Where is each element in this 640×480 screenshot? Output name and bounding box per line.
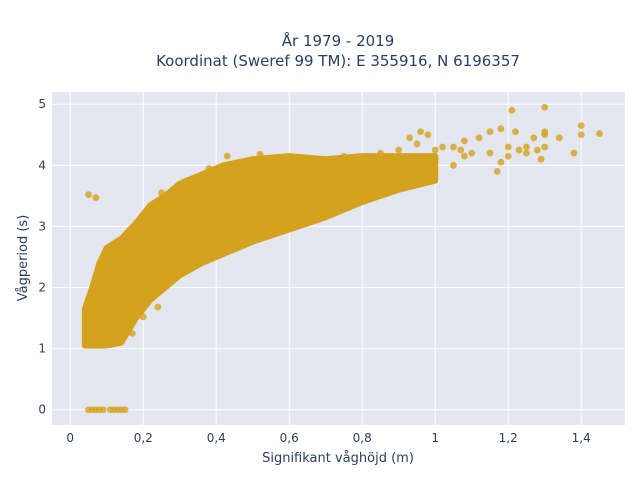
x-tick-label: 0,8: [353, 431, 372, 445]
scatter-point: [468, 149, 476, 157]
scatter-point: [515, 146, 523, 154]
x-tick-label: 0,2: [134, 431, 153, 445]
scatter-point: [114, 322, 122, 329]
scatter-point: [424, 131, 432, 139]
scatter-point: [223, 152, 231, 160]
y-tick-label: 5: [38, 97, 46, 111]
scatter-point: [431, 146, 439, 154]
y-tick-label: 1: [38, 342, 46, 356]
scatter-point: [530, 134, 538, 142]
x-tick-label: 0,6: [280, 431, 299, 445]
scatter-point: [154, 303, 162, 311]
data-points: [81, 103, 603, 414]
y-axis-title: Vågperiod (s): [16, 215, 31, 302]
scatter-point: [457, 146, 465, 154]
scatter-point: [461, 152, 468, 160]
scatter-point: [486, 149, 494, 157]
scatter-point: [128, 329, 136, 337]
scatter-point: [577, 131, 585, 139]
scatter-point: [508, 106, 516, 114]
scatter-point: [541, 103, 549, 111]
scatter-point: [523, 149, 530, 157]
x-tick-label: 1,4: [572, 431, 591, 445]
scatter-point: [475, 134, 483, 142]
scatter-point: [125, 323, 133, 331]
scatter-point: [534, 146, 541, 154]
scatter-point: [541, 128, 549, 136]
scatter-point: [417, 128, 425, 136]
scatter-point: [121, 406, 129, 414]
scatter-point: [439, 143, 446, 151]
scatter-point: [85, 191, 92, 199]
scatter-point: [555, 134, 563, 142]
chart-title-line-1: År 1979 - 2019: [282, 31, 395, 50]
x-tick-label: 1: [431, 431, 439, 445]
scatter-point: [497, 125, 505, 133]
scatter-point: [431, 155, 439, 163]
x-axis-title: Signifikant våghöjd (m): [262, 451, 414, 466]
scatter-point: [504, 152, 512, 160]
y-tick-label: 4: [38, 158, 46, 172]
scatter-point: [596, 130, 603, 137]
y-axis-ticks: 0 1 2 3 4 5: [38, 97, 46, 417]
scatter-point: [158, 189, 165, 197]
scatter-point: [450, 143, 457, 151]
scatter-point: [406, 134, 414, 142]
scatter-point: [577, 122, 585, 130]
scatter-point: [395, 146, 403, 154]
chart-title-line-2: Koordinat (Sweref 99 TM): E 355916, N 61…: [156, 52, 520, 70]
x-tick-label: 0: [66, 431, 74, 445]
scatter-point: [450, 161, 457, 169]
scatter-point: [537, 155, 545, 163]
scatter-point: [512, 128, 519, 136]
scatter-point: [486, 128, 494, 136]
scatter-point: [413, 140, 421, 148]
scatter-point: [256, 150, 264, 158]
x-tick-label: 0,4: [207, 431, 226, 445]
y-tick-label: 3: [38, 219, 46, 233]
scatter-point: [278, 158, 286, 166]
y-tick-label: 2: [38, 281, 46, 295]
x-tick-label: 1,2: [499, 431, 518, 445]
scatter-point: [183, 177, 191, 184]
scatter-point: [541, 143, 549, 151]
y-tick-label: 0: [38, 403, 46, 417]
scatter-point: [570, 149, 578, 157]
scatter-point: [523, 143, 530, 151]
scatter-point: [504, 143, 512, 151]
scatter-point: [497, 158, 505, 166]
scatter-point: [461, 137, 468, 145]
x-axis-ticks: 0 0,2 0,4 0,6 0,8 1 1,2 1,4: [66, 431, 590, 445]
scatter-point: [340, 152, 348, 160]
scatter-point: [267, 154, 275, 162]
scatter-point: [99, 406, 107, 414]
scatter-point: [493, 168, 501, 175]
scatter-point: [304, 155, 311, 163]
scatter-point: [205, 164, 213, 172]
scatter-point: [139, 313, 147, 321]
scatter-point: [377, 149, 384, 157]
scatter-point: [92, 194, 100, 202]
